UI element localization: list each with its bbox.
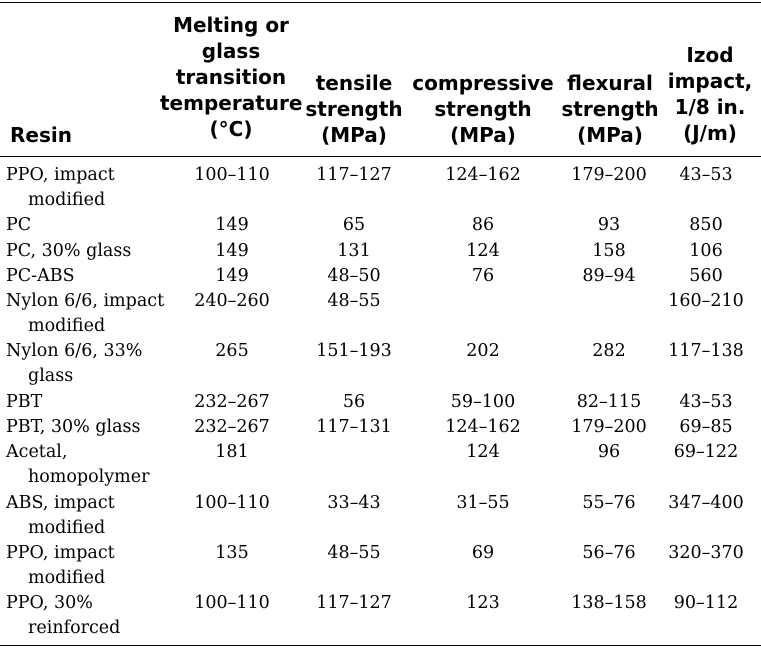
cell-compressive: 124 <box>466 442 500 463</box>
cell-flexural: 179–200 <box>571 417 647 437</box>
cell-melting: 149 <box>215 240 249 261</box>
resin-name-continuation: reinforced <box>28 618 121 639</box>
cell-izod: 347–400 <box>668 492 744 513</box>
cell-compressive: 86 <box>471 215 495 236</box>
cell-tensile: 56 <box>342 391 366 412</box>
cell-flexural: 56–76 <box>582 543 636 563</box>
cell-tensile: 48–55 <box>327 291 381 311</box>
resin-name-line: PPO, 30% <box>6 593 93 614</box>
resin-name-line: Acetal, <box>6 442 68 463</box>
cell-tensile: 48–50 <box>327 265 381 286</box>
cell-flexural: 93 <box>597 215 621 236</box>
resin-name-line: PC-ABS <box>6 265 75 286</box>
cell-izod: 90–112 <box>673 593 739 614</box>
cell-tensile: 48–55 <box>327 543 381 563</box>
cell-flexural: 282 <box>592 341 626 362</box>
resin-name: PC, 30% glass <box>6 239 131 264</box>
resin-name: PBT, 30% glass <box>6 415 141 440</box>
resin-name-line: PPO, impact <box>6 165 115 185</box>
cell-izod: 117–138 <box>668 341 744 362</box>
table-top-rule <box>0 2 761 3</box>
header-melting-temperature: Melting or glass transition temperature … <box>160 13 303 141</box>
cell-tensile: 117–127 <box>316 165 392 185</box>
cell-melting: 100–110 <box>194 593 270 614</box>
cell-melting: 100–110 <box>194 492 270 513</box>
header-izod-impact: Izod impact, 1/8 in. (J/m) <box>667 43 753 145</box>
resin-name: PBT <box>6 390 42 415</box>
resin-name: Nylon 6/6, 33% glass <box>6 339 142 389</box>
resin-name-continuation: modified <box>28 517 106 538</box>
cell-tensile: 131 <box>337 240 371 261</box>
resin-name: PC-ABS <box>6 264 75 289</box>
resin-name: Nylon 6/6, impact modified <box>6 289 164 339</box>
cell-compressive: 69 <box>471 543 495 563</box>
resin-name: Acetal, homopolymer <box>6 440 149 490</box>
cell-compressive: 202 <box>466 341 500 362</box>
resin-name-continuation: glass <box>28 366 74 387</box>
resin-name: PPO, impact modified <box>6 163 115 213</box>
resin-name-continuation: modified <box>28 568 106 588</box>
cell-melting: 232–267 <box>194 391 270 412</box>
resin-name-line: Nylon 6/6, impact <box>6 291 165 311</box>
cell-flexural: 158 <box>592 240 626 261</box>
resin-name-continuation: homopolymer <box>28 467 150 488</box>
cell-flexural: 138–158 <box>571 593 647 614</box>
resin-name-line: PBT, 30% glass <box>6 417 141 437</box>
resin-name-line: PC <box>6 215 32 236</box>
cell-flexural: 55–76 <box>582 492 636 513</box>
cell-izod: 43–53 <box>679 391 733 412</box>
cell-flexural: 179–200 <box>571 165 647 185</box>
resin-name-continuation: modified <box>28 190 106 210</box>
cell-izod: 850 <box>689 215 723 236</box>
cell-compressive: 124 <box>466 240 500 261</box>
cell-compressive: 59–100 <box>450 391 516 412</box>
cell-compressive: 124–162 <box>445 165 521 185</box>
resin-name: PC <box>6 213 31 238</box>
cell-compressive: 123 <box>466 593 500 614</box>
cell-melting: 149 <box>215 265 249 286</box>
header-resin: Resin <box>10 123 72 147</box>
header-tensile-strength: tensile strength (MPa) <box>305 71 403 147</box>
resin-name: ABS, impact modified <box>6 491 115 541</box>
resin-name: PPO, impact modified <box>6 541 115 591</box>
cell-izod: 560 <box>689 265 723 286</box>
cell-compressive: 124–162 <box>445 417 521 437</box>
header-compressive-strength: compressive strength (MPa) <box>412 71 554 147</box>
cell-flexural: 82–115 <box>576 391 642 412</box>
cell-tensile: 33–43 <box>327 492 381 513</box>
cell-flexural: 89–94 <box>582 265 636 286</box>
resin-name-line: Nylon 6/6, 33% <box>6 341 143 362</box>
resin-name-line: PBT <box>6 391 43 412</box>
cell-izod: 69–122 <box>673 442 739 463</box>
cell-melting: 135 <box>215 543 249 563</box>
cell-compressive: 31–55 <box>456 492 510 513</box>
cell-izod: 69–85 <box>679 417 733 437</box>
cell-melting: 240–260 <box>194 291 270 311</box>
cell-tensile: 65 <box>342 215 366 236</box>
cell-flexural: 96 <box>597 442 621 463</box>
cell-tensile: 117–131 <box>316 417 392 437</box>
cell-izod: 320–370 <box>668 543 744 563</box>
cell-izod: 106 <box>689 240 723 261</box>
header-flexural-strength: flexural strength (MPa) <box>561 71 659 147</box>
resin-name-line: PPO, impact <box>6 543 115 563</box>
table-header-rule <box>0 156 761 157</box>
cell-melting: 181 <box>215 442 249 463</box>
resin-name-line: ABS, impact <box>6 492 115 513</box>
table-bottom-rule <box>0 645 761 646</box>
cell-melting: 265 <box>215 341 249 362</box>
cell-compressive: 76 <box>471 265 495 286</box>
resin-name: PPO, 30% reinforced <box>6 591 120 641</box>
cell-izod: 160–210 <box>668 291 744 311</box>
resin-name-line: PC, 30% glass <box>6 240 132 261</box>
cell-izod: 43–53 <box>679 165 733 185</box>
resin-name-continuation: modified <box>28 316 106 336</box>
cell-melting: 149 <box>215 215 249 236</box>
cell-tensile: 117–127 <box>316 593 392 614</box>
cell-melting: 232–267 <box>194 417 270 437</box>
cell-tensile: 151–193 <box>316 341 392 362</box>
cell-melting: 100–110 <box>194 165 270 185</box>
